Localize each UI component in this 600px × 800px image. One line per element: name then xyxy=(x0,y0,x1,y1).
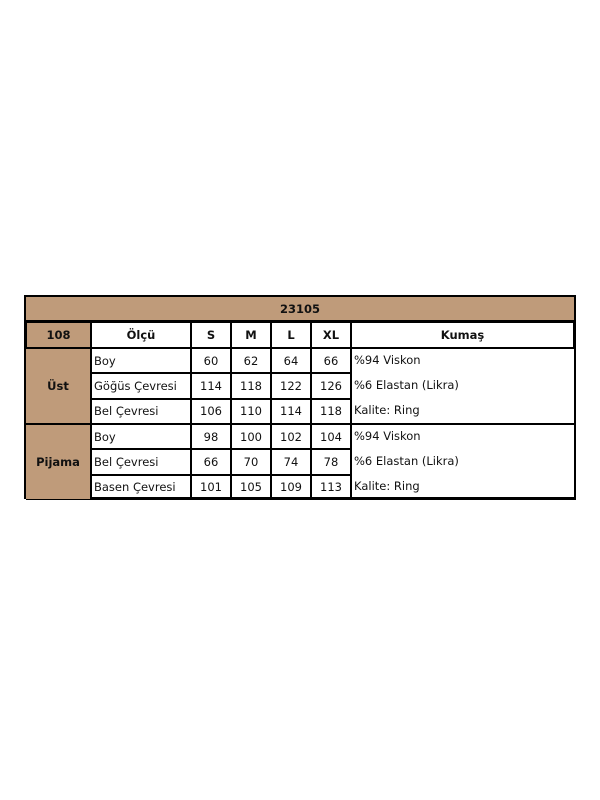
measure-value: 114 xyxy=(191,373,231,399)
measure-value: 100 xyxy=(231,424,271,450)
measure-value: 106 xyxy=(191,398,231,424)
measure-value: 98 xyxy=(191,424,231,450)
measure-value: 109 xyxy=(271,474,311,500)
measure-value: 122 xyxy=(271,373,311,399)
measure-value: 78 xyxy=(311,449,351,475)
fabric-cell: %94 Viskon %6 Elastan (Likra) Kalite: Ring xyxy=(351,424,576,500)
measure-label: Bel Çevresi xyxy=(91,398,191,424)
header-size-xl: XL xyxy=(311,322,351,348)
fabric-line: Kalite: Ring xyxy=(354,479,420,493)
measure-value: 110 xyxy=(231,398,271,424)
measure-label: Basen Çevresi xyxy=(91,474,191,500)
measure-value: 114 xyxy=(271,398,311,424)
measure-value: 66 xyxy=(311,348,351,374)
measure-value: 62 xyxy=(231,348,271,374)
group-label: Üst xyxy=(26,348,91,424)
header-size-l: L xyxy=(271,322,311,348)
measure-value: 105 xyxy=(231,474,271,500)
fabric-line: %94 Viskon xyxy=(354,429,421,443)
header-size-s: S xyxy=(191,322,231,348)
measure-value: 104 xyxy=(311,424,351,450)
fabric-line: %94 Viskon xyxy=(354,353,421,367)
fabric-line: Kalite: Ring xyxy=(354,403,420,417)
measure-value: 113 xyxy=(311,474,351,500)
measure-label: Bel Çevresi xyxy=(91,449,191,475)
measure-value: 70 xyxy=(231,449,271,475)
table-title: 23105 xyxy=(26,297,574,322)
fabric-line: %6 Elastan (Likra) xyxy=(354,454,459,468)
measure-value: 64 xyxy=(271,348,311,374)
measure-value: 118 xyxy=(311,398,351,424)
measure-label: Boy xyxy=(91,348,191,374)
header-measure: Ölçü xyxy=(91,322,191,348)
group-label: Pijama xyxy=(26,424,91,500)
measure-value: 102 xyxy=(271,424,311,450)
measure-value: 126 xyxy=(311,373,351,399)
measure-value: 118 xyxy=(231,373,271,399)
size-chart-table: 23105 108 Ölçü S M L XL Kumaş Üst Boy 60 62… xyxy=(24,295,576,500)
fabric-line: %6 Elastan (Likra) xyxy=(354,378,459,392)
header-fabric: Kumaş xyxy=(351,322,574,348)
header-size-m: M xyxy=(231,322,271,348)
fabric-cell: %94 Viskon %6 Elastan (Likra) Kalite: Ring xyxy=(351,348,576,424)
measure-label: Boy xyxy=(91,424,191,450)
measure-label: Göğüs Çevresi xyxy=(91,373,191,399)
measure-value: 74 xyxy=(271,449,311,475)
measure-value: 101 xyxy=(191,474,231,500)
measure-value: 60 xyxy=(191,348,231,374)
model-number: 108 xyxy=(26,322,91,348)
measure-value: 66 xyxy=(191,449,231,475)
